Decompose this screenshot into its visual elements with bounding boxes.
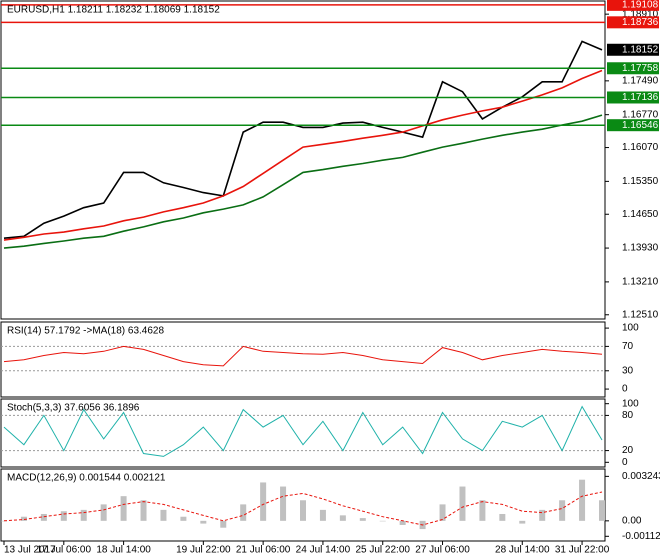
level-tag	[607, 16, 659, 29]
y-tick-label: 1.12510	[622, 309, 659, 320]
level-tag	[607, 119, 659, 132]
y-tick-label: 20	[622, 445, 634, 456]
histogram-bar	[100, 504, 107, 521]
histogram-bar	[220, 520, 227, 528]
histogram-bar	[459, 486, 466, 521]
panel-title: RSI(14) 57.1792 ->MA(18) 63.4628	[7, 326, 164, 337]
y-tick-label: 1.13930	[622, 243, 659, 254]
series-line	[3, 69, 603, 241]
y-tick-label: 1.16770	[622, 109, 659, 120]
y-tick-label: 80	[622, 410, 634, 421]
level-tag	[607, 91, 659, 104]
panel-frame	[0, 0, 606, 320]
histogram-bar	[499, 513, 506, 521]
level-tag	[607, 0, 659, 11]
panel-frame	[0, 398, 606, 468]
histogram-bar	[359, 518, 366, 521]
histogram-bar	[599, 500, 605, 521]
y-tick-label: 70	[622, 341, 634, 352]
series-line	[3, 114, 603, 249]
y-tick-label: 1.13210	[622, 277, 659, 288]
y-tick-label: 1.16070	[622, 142, 659, 153]
series-line	[3, 345, 603, 367]
level-label: 1.19108	[622, 0, 659, 10]
histogram-bar	[240, 504, 247, 521]
histogram-bar	[40, 513, 47, 521]
level-label: 1.17758	[622, 63, 659, 74]
histogram-bar	[439, 504, 446, 521]
y-tick-label: 1.18910	[622, 9, 659, 20]
histogram-bar	[539, 509, 546, 521]
x-tick-label: 24 Jul 14:00	[296, 545, 351, 556]
level-label: 1.16546	[622, 120, 659, 131]
current-price-label: 1.18152	[622, 44, 659, 55]
histogram-bar	[559, 500, 566, 521]
level-tag	[607, 62, 659, 75]
y-tick-label: 1.14650	[622, 209, 659, 220]
y-tick-label: 100	[622, 398, 639, 409]
x-tick-label: 31 Jul 22:00	[555, 545, 610, 556]
histogram-bar	[300, 500, 306, 521]
histogram-bar	[180, 516, 187, 521]
histogram-bar	[579, 479, 586, 521]
histogram-bar	[319, 509, 326, 521]
y-tick-label: 100	[622, 323, 639, 334]
level-label: 1.18736	[622, 17, 659, 28]
histogram-bar	[20, 516, 27, 521]
x-tick-label: 21 Jul 06:00	[236, 545, 291, 556]
series-line	[3, 491, 603, 526]
x-tick-label: 13 Jul 2017	[4, 545, 56, 556]
series-line	[3, 405, 603, 457]
y-tick-label: 1.17490	[622, 75, 659, 86]
x-tick-label: 25 Jul 22:00	[355, 545, 410, 556]
histogram-bar	[280, 486, 287, 521]
histogram-bar	[339, 515, 346, 521]
histogram-bar	[200, 520, 207, 524]
histogram-bar	[379, 520, 386, 522]
histogram-bar	[479, 500, 486, 521]
y-tick-label: 0	[622, 384, 628, 395]
histogram-bar	[120, 496, 127, 521]
y-tick-label: 0	[622, 457, 628, 468]
histogram-bar	[60, 511, 67, 521]
histogram-bar	[399, 520, 406, 525]
histogram-bar	[519, 520, 526, 524]
histogram-bar	[1, 520, 7, 522]
y-tick-label: 30	[622, 365, 634, 376]
x-tick-label: 28 Jul 14:00	[495, 545, 550, 556]
price-tag	[607, 43, 659, 56]
panel-frame	[0, 321, 606, 398]
panel-title: Stoch(5,3,3) 37.6056 36.1896	[7, 403, 140, 414]
y-tick-label: 0.003243	[622, 471, 660, 482]
x-tick-label: 17 Jul 06:00	[37, 545, 92, 556]
histogram-bar	[260, 482, 267, 521]
y-tick-label: 0.00	[622, 515, 642, 526]
panel-title: MACD(12,26,9) 0.001544 0.002121	[7, 473, 166, 484]
x-tick-label: 27 Jul 06:00	[415, 545, 470, 556]
histogram-bar	[140, 500, 147, 521]
y-tick-label: -0.001127	[622, 531, 660, 542]
y-tick-label: 1.15350	[622, 176, 659, 187]
histogram-bar	[80, 509, 87, 521]
histogram-bar	[160, 509, 167, 521]
level-label: 1.17136	[622, 92, 659, 103]
x-tick-label: 18 Jul 14:00	[96, 545, 151, 556]
x-tick-label: 19 Jul 22:00	[176, 545, 231, 556]
panel-title: EURUSD,H1 1.18211 1.18232 1.18069 1.1815…	[7, 5, 220, 16]
